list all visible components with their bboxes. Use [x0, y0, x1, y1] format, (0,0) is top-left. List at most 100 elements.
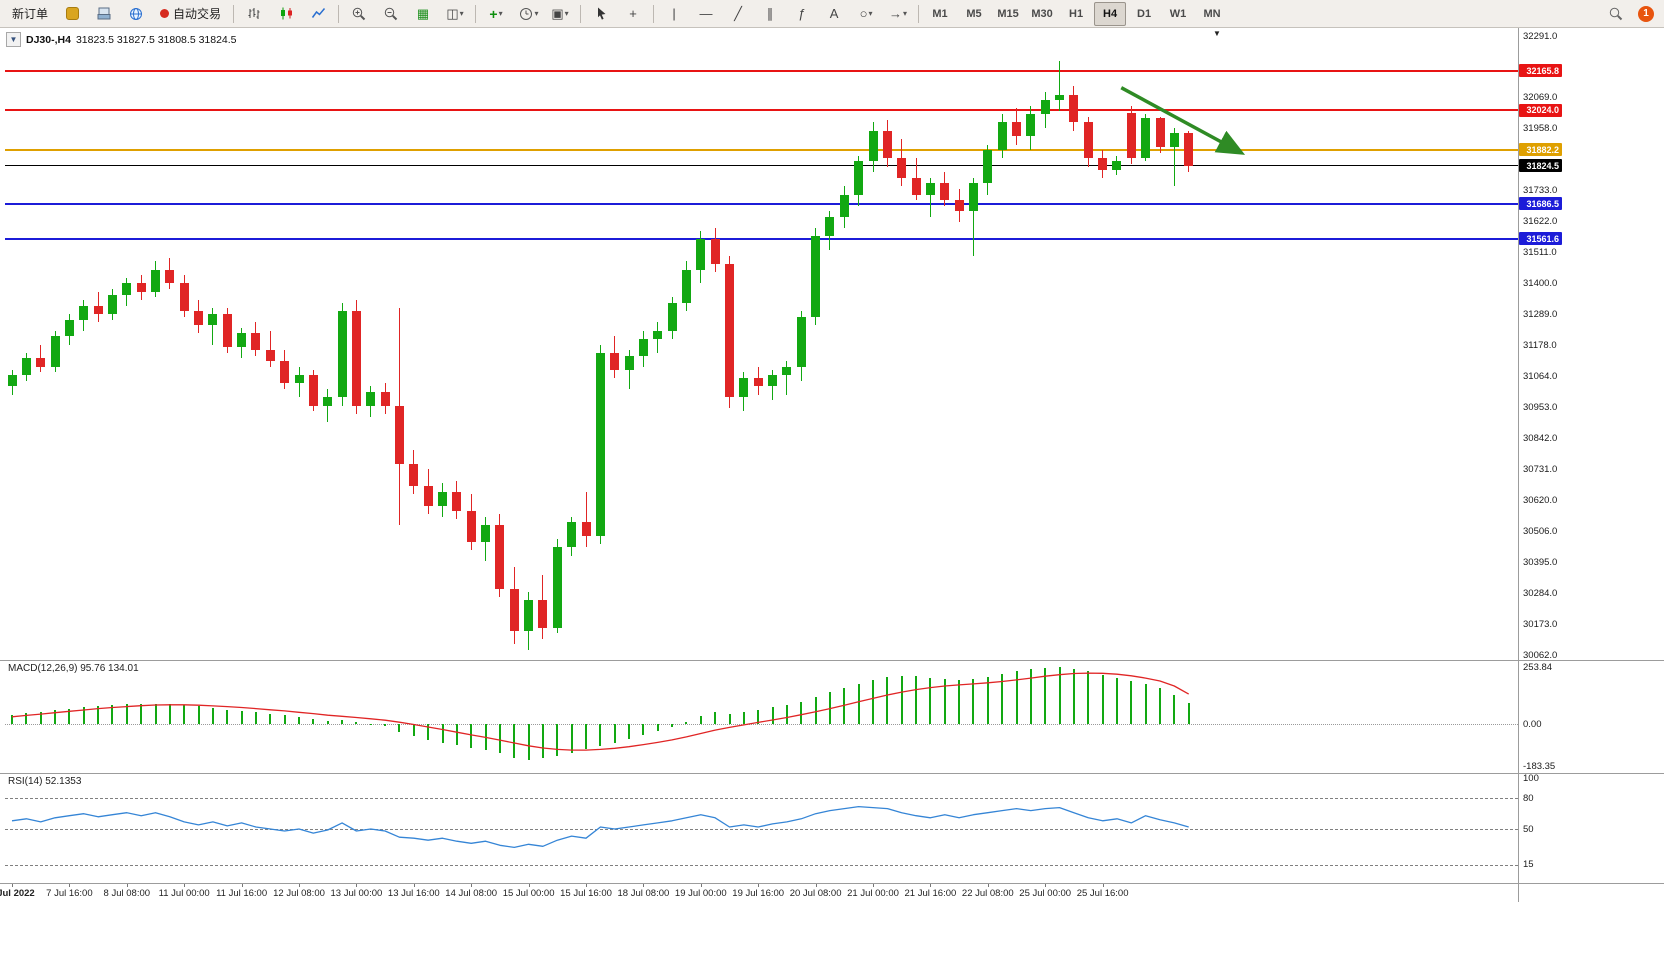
bar-chart-button[interactable] [239, 2, 269, 26]
macd-bar [513, 724, 516, 758]
macd-scale-label: -183.35 [1523, 760, 1556, 772]
time-axis-tick [586, 883, 587, 887]
macd-bar [25, 713, 28, 725]
candle-down [136, 283, 146, 292]
zoom-in-button[interactable] [344, 2, 374, 26]
macd-bar [240, 711, 243, 725]
time-axis-tick [873, 883, 874, 887]
price-axis-label: 31178.0 [1523, 339, 1557, 351]
hline[interactable] [5, 148, 1518, 151]
macd-bar [628, 724, 631, 739]
candle-down [423, 486, 433, 506]
macd-bar [168, 704, 171, 725]
reports-button[interactable] [89, 2, 119, 26]
macd-bar [1115, 678, 1118, 725]
panel-separator-macd[interactable] [0, 660, 1664, 661]
tab-timeframe-h1[interactable]: H1 [1069, 7, 1084, 20]
candle-up [337, 311, 347, 398]
hline[interactable] [5, 109, 1518, 112]
candle-up [323, 397, 333, 406]
macd-bar [886, 677, 889, 725]
macd-bar [800, 701, 803, 725]
chevron-down-icon: ▾ [903, 9, 908, 18]
cursor-icon [597, 7, 606, 20]
panel-separator-rsi[interactable] [0, 773, 1664, 774]
candle-wick [40, 344, 42, 373]
hline[interactable] [5, 237, 1518, 240]
horizontal-line-button[interactable]: — [691, 2, 721, 26]
rsi-level-line [5, 798, 1518, 800]
chart-shift-marker[interactable]: ▼ [1213, 29, 1221, 38]
auto-trading-button[interactable]: 自动交易 [153, 2, 228, 26]
tab-timeframe-m5[interactable]: M5 [966, 7, 982, 20]
time-axis-label: 22 Jul 08:00 [961, 888, 1014, 899]
channel-button[interactable]: ∥ [755, 2, 785, 26]
symbol-info: ▼ DJ30-,H4 31823.5 31827.5 31808.5 31824… [6, 32, 237, 47]
line-chart-button[interactable] [303, 2, 333, 26]
tab-timeframe-m30[interactable]: M30 [1031, 7, 1053, 20]
tab-timeframe-mn[interactable]: MN [1203, 7, 1221, 20]
candle-up [79, 305, 89, 320]
cascade-windows-button[interactable]: ◫ ▾ [440, 2, 470, 26]
zoom-out-button[interactable] [376, 2, 406, 26]
candle-up [122, 283, 132, 295]
shapes-button[interactable]: ○ ▾ [851, 2, 881, 26]
macd-bar [283, 715, 286, 725]
rsi-scale-label: 50 [1523, 823, 1534, 835]
candle-down [882, 130, 892, 159]
time-axis-label: 21 Jul 00:00 [847, 888, 899, 899]
zoom-in-icon [352, 7, 366, 20]
vertical-line-button[interactable]: | [659, 2, 689, 26]
hline[interactable] [5, 202, 1518, 205]
tab-timeframe-d1[interactable]: D1 [1137, 7, 1152, 20]
macd-bar [915, 676, 918, 725]
tile-windows-button[interactable]: ▦ [408, 2, 438, 26]
candle-down [1184, 133, 1194, 166]
arrows-button[interactable]: → ▾ [883, 2, 913, 26]
toolbar-separator [475, 4, 477, 23]
text-button[interactable]: A [819, 2, 849, 26]
toolbar: 新订单 自动交易 [0, 0, 1664, 28]
candle-up [768, 375, 778, 387]
expert-advisor-button[interactable] [57, 2, 87, 26]
candle-up [1112, 161, 1122, 170]
periods-button[interactable]: ▾ [513, 2, 543, 26]
price-axis-label: 30842.0 [1523, 432, 1558, 444]
macd-bar [39, 712, 42, 725]
new-order-button[interactable]: 新订单 [12, 7, 49, 21]
crosshair-button[interactable]: + [618, 2, 648, 26]
candle-wick [786, 361, 788, 395]
chevron-down-icon: ▾ [564, 9, 569, 18]
tab-timeframe-w1[interactable]: W1 [1169, 7, 1187, 20]
templates-button[interactable]: ▣ ▾ [545, 2, 575, 26]
hline[interactable] [5, 165, 1518, 167]
candle-up [653, 330, 663, 339]
macd-bar [1058, 667, 1061, 725]
macd-bar [1130, 681, 1133, 725]
notification-badge[interactable]: 1 [1638, 5, 1654, 22]
price-axis-label: 30506.0 [1523, 526, 1558, 538]
trendline-button[interactable]: ╱ [723, 2, 753, 26]
macd-bar [82, 707, 85, 725]
chevron-down-icon: ▾ [459, 9, 464, 18]
cursor-button[interactable] [586, 2, 616, 26]
one-click-trading-expand[interactable]: ▼ [6, 32, 21, 47]
community-button[interactable] [121, 2, 151, 26]
macd-bar [742, 712, 745, 725]
indicators-button[interactable]: + ▾ [481, 2, 511, 26]
macd-bar [384, 724, 387, 726]
macd-bar [326, 720, 329, 725]
tab-timeframe-m1[interactable]: M1 [932, 7, 948, 20]
time-axis-tick [1102, 883, 1104, 887]
search-button[interactable] [1601, 2, 1631, 26]
macd-bar [1173, 695, 1176, 725]
candle-wick [269, 330, 271, 367]
ohlc-values: 31823.5 31827.5 31808.5 31824.5 [75, 33, 237, 46]
price-axis-label: 30395.0 [1523, 557, 1558, 569]
candlestick-chart-button[interactable] [271, 2, 301, 26]
fibonacci-button[interactable]: ƒ [787, 2, 817, 26]
tab-timeframe-h4[interactable]: H4 [1094, 1, 1127, 26]
hline[interactable] [5, 69, 1518, 72]
candle-up [796, 316, 806, 367]
tab-timeframe-m15[interactable]: M15 [997, 7, 1019, 20]
